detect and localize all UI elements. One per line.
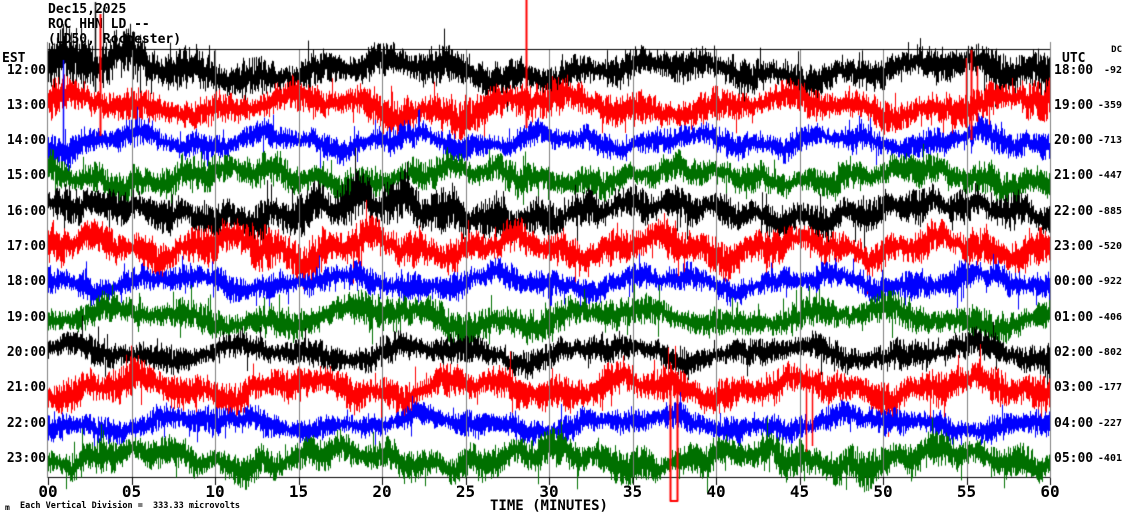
- dc-offset-value: -520: [1097, 241, 1122, 252]
- dc-offset-value: -359: [1097, 99, 1122, 111]
- dc-offset-value: -177: [1097, 382, 1122, 394]
- dc-offset-value: -885: [1097, 205, 1122, 217]
- est-hour-label: 21:00: [6, 380, 46, 396]
- est-hour-label: 14:00: [6, 133, 46, 149]
- dc-offset-value: -401: [1097, 452, 1122, 464]
- est-hour-label: 23:00: [6, 450, 46, 466]
- dc-offset-value: -713: [1097, 135, 1122, 147]
- dc-offset-value: -447: [1097, 170, 1122, 182]
- est-hour-label: 17:00: [6, 239, 46, 254]
- est-hour-label: 20:00: [6, 344, 46, 360]
- est-hour-label: 12:00: [6, 62, 46, 78]
- dc-offset-value: -406: [1097, 311, 1122, 323]
- dc-offset-value: -922: [1097, 276, 1122, 288]
- header-date: Dec15,2025: [48, 2, 127, 17]
- header-location: (LD50, Rochester): [48, 32, 182, 47]
- est-hour-label: 19:00: [6, 309, 46, 325]
- est-hour-label: 16:00: [6, 203, 46, 219]
- dc-offset-value: -227: [1097, 417, 1122, 429]
- est-hour-label: 22:00: [6, 415, 46, 431]
- dc-header-label: DC: [1111, 45, 1122, 55]
- est-hour-label: 13:00: [6, 97, 46, 113]
- header-station: ROC HHN LD --: [48, 17, 150, 32]
- dc-offset-value: -92: [1103, 64, 1122, 76]
- est-hour-label: 18:00: [6, 274, 46, 290]
- dc-offset-value: -802: [1097, 346, 1122, 358]
- est-hour-label: 15:00: [6, 168, 46, 184]
- watermark-glyph: m: [5, 503, 10, 512]
- scale-note: Each Vertical Division = 333.33 microvol…: [20, 501, 241, 511]
